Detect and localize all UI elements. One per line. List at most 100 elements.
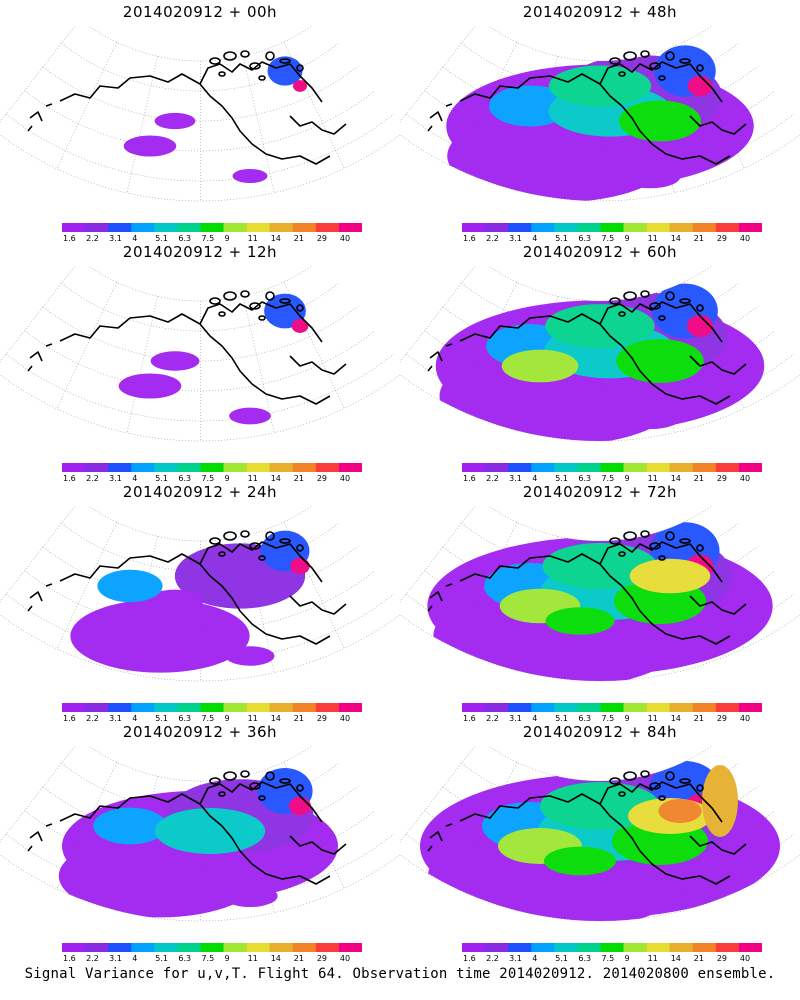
colorbar-swatch [669, 943, 694, 952]
colorbar-swatch [692, 943, 717, 952]
colorbar-swatch [646, 703, 671, 712]
colorbar-swatch [715, 463, 740, 472]
colorbar-label: 29 [317, 234, 327, 243]
colorbar-swatch [85, 223, 109, 232]
colorbar-label: 40 [740, 714, 750, 723]
colorbar-label: 5.1 [155, 714, 168, 723]
colorbar-swatch [315, 223, 340, 232]
colorbar-label: 1.6 [463, 714, 476, 723]
colorbar-label: 2.2 [486, 234, 499, 243]
colorbar: 1.6 2.2 3.1 4 5.1 6.3 7.5 9 11 14 21 29 40 [462, 463, 762, 483]
colorbar-swatch [485, 463, 509, 472]
colorbar-label: 2.2 [86, 714, 99, 723]
colorbar-swatch [154, 703, 178, 712]
colorbar-swatch [508, 463, 532, 472]
coastline [27, 530, 347, 645]
colorbar-label: 5.1 [555, 954, 568, 963]
colorbar-swatch [485, 223, 509, 232]
colorbar-swatch [715, 223, 740, 232]
graticule [0, 26, 400, 202]
colorbar-swatch [338, 463, 362, 472]
colorbar-label: 9 [225, 954, 230, 963]
colorbar-label: 29 [317, 474, 327, 483]
forecast-map [400, 266, 800, 442]
colorbar-label: 7.5 [601, 234, 614, 243]
colorbar-swatch [338, 703, 362, 712]
colorbar-label: 4 [132, 234, 137, 243]
colorbar-swatch [692, 463, 717, 472]
map-panel: 2014020912 + 60h 1.6 2.2 3.1 4 5.1 6.3 7.5 9 11 14… [400, 240, 800, 485]
panel-title: 2014020912 + 36h [122, 723, 278, 741]
colorbar-swatch [508, 943, 532, 952]
colorbar-swatch [108, 463, 132, 472]
colorbar-label: 14 [671, 474, 681, 483]
colorbar-label: 14 [671, 954, 681, 963]
colorbar-swatch [338, 943, 362, 952]
colorbar-swatch [738, 463, 762, 472]
colorbar-swatch [338, 223, 362, 232]
forecast-map [0, 26, 400, 202]
map-panel: 2014020912 + 12h 1.6 2.2 3.1 4 5.1 6.3 7.5 9 11 14… [0, 240, 400, 485]
colorbar-swatch [269, 463, 294, 472]
colorbar-label: 9 [625, 954, 630, 963]
colorbar-swatch [485, 703, 509, 712]
colorbar-label: 6.3 [178, 474, 191, 483]
colorbar-label: 7.5 [601, 954, 614, 963]
forecast-map [0, 506, 400, 682]
colorbar-swatch [246, 943, 271, 952]
forecast-map [0, 266, 400, 442]
colorbar-swatch [154, 223, 178, 232]
colorbar-swatch [462, 223, 486, 232]
colorbar-label: 1.6 [63, 714, 76, 723]
panel-title: 2014020912 + 84h [522, 723, 678, 741]
panel-title: 2014020912 + 60h [522, 243, 678, 261]
colorbar-label: 9 [225, 714, 230, 723]
colorbar-swatch [669, 703, 694, 712]
panel-title: 2014020912 + 12h [122, 243, 278, 261]
colorbar-label: 14 [271, 474, 281, 483]
colorbar-swatch [246, 223, 271, 232]
colorbar-label: 4 [132, 474, 137, 483]
colorbar-label: 9 [625, 714, 630, 723]
colorbar-swatch [223, 943, 248, 952]
coastline [427, 290, 747, 405]
colorbar-label: 5.1 [555, 474, 568, 483]
colorbar-swatch [554, 703, 578, 712]
colorbar-label: 3.1 [109, 234, 122, 243]
colorbar-label: 4 [532, 954, 537, 963]
map-panel: 2014020912 + 00h 1.6 2.2 3.1 4 5.1 6.3 7.5 9 11 14… [0, 0, 400, 245]
colorbar-swatch [177, 703, 201, 712]
colorbar-label: 40 [340, 714, 350, 723]
colorbar-swatch [600, 703, 625, 712]
map-panel: 2014020912 + 24h 1.6 2.2 3.1 4 5.1 6.3 7.5 9 11 14… [0, 480, 400, 725]
colorbar-swatch [269, 223, 294, 232]
variance-field [118, 293, 309, 425]
colorbar-label: 4 [532, 234, 537, 243]
colorbar-swatch [131, 463, 155, 472]
colorbar-label: 11 [248, 474, 258, 483]
variance-field [420, 761, 780, 922]
colorbar-label: 9 [225, 234, 230, 243]
colorbar-swatch [85, 703, 109, 712]
colorbar: 1.6 2.2 3.1 4 5.1 6.3 7.5 9 11 14 21 29 40 [462, 223, 762, 243]
colorbar-label: 3.1 [509, 474, 522, 483]
colorbar-label: 4 [532, 474, 537, 483]
panel-title: 2014020912 + 24h [122, 483, 278, 501]
colorbar-label: 5.1 [555, 234, 568, 243]
colorbar-swatch [177, 943, 201, 952]
colorbar-swatch [223, 463, 248, 472]
forecast-map [0, 746, 400, 922]
colorbar-label: 11 [648, 234, 658, 243]
colorbar-swatch [223, 223, 248, 232]
colorbar-swatch [600, 943, 625, 952]
colorbar-swatch [177, 463, 201, 472]
colorbar-swatch [292, 463, 317, 472]
colorbar-swatch [508, 703, 532, 712]
colorbar-label: 40 [340, 954, 350, 963]
colorbar-label: 5.1 [155, 474, 168, 483]
colorbar-swatch [715, 943, 740, 952]
figure-caption: Signal Variance for u,v,T. Flight 64. Ob… [24, 966, 776, 982]
colorbar-label: 14 [671, 714, 681, 723]
colorbar-swatch [200, 463, 225, 472]
colorbar-swatch [269, 943, 294, 952]
